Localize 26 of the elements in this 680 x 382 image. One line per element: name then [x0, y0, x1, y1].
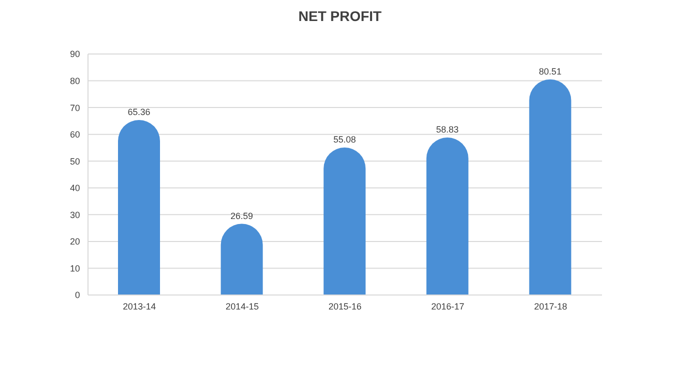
y-tick-label: 20	[70, 236, 80, 247]
bar	[426, 137, 468, 295]
data-label: 80.51	[538, 66, 562, 76]
y-tick-label: 90	[70, 49, 80, 60]
y-tick-label: 10	[70, 263, 80, 274]
x-tick-label: 2016-17	[431, 301, 464, 312]
y-tick-label: 80	[70, 76, 80, 86]
chart-title: NET PROFIT	[297, 8, 383, 24]
x-tick-label: 2017-18	[534, 301, 568, 312]
x-tick-label: 2015-16	[328, 301, 362, 312]
data-label: 55.08	[333, 134, 356, 145]
y-tick-label: 50	[70, 156, 80, 166]
x-tick-label: 2013-14	[122, 301, 156, 312]
bar	[220, 224, 263, 295]
x-tick-label: 2014-15	[226, 301, 259, 312]
y-tick-label: 40	[70, 183, 80, 194]
bar	[324, 148, 366, 295]
y-tick-label: 30	[70, 210, 80, 220]
data-label: 65.36	[128, 106, 150, 117]
bar	[118, 120, 160, 295]
data-label: 26.59	[230, 210, 254, 221]
bar	[529, 79, 572, 295]
data-label: 58.83	[436, 124, 459, 134]
y-tick-label: 60	[70, 130, 80, 140]
y-tick-label: 70	[70, 102, 80, 113]
y-tick-label: 0	[74, 290, 80, 300]
